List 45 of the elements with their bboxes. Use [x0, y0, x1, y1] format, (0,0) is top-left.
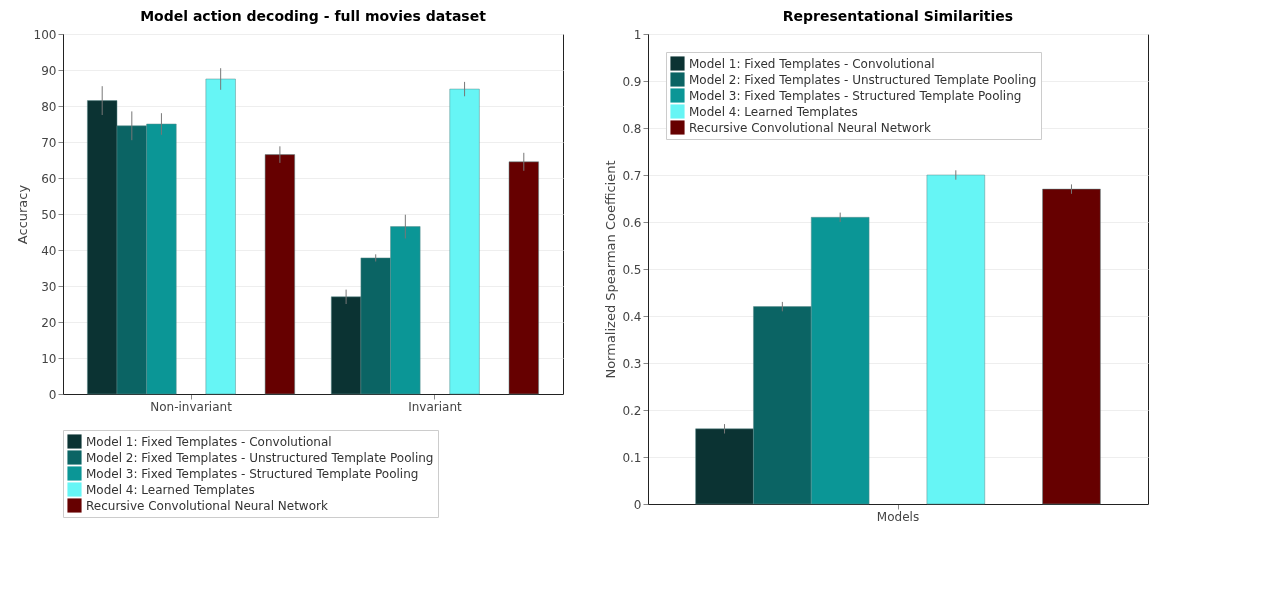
y-axis-title: Accuracy: [14, 184, 30, 245]
y-tick-label: 60: [41, 171, 57, 186]
y-tick-label: 40: [41, 243, 57, 258]
y-axis-title: Normalized Spearman Coefficient: [603, 160, 619, 379]
legend-label: Model 2: Fixed Templates - Unstructured Template Pooling: [689, 72, 1037, 87]
chart-title: Model action decoding - full movies dataset: [140, 8, 487, 24]
legend-label: Model 1: Fixed Templates - Convolutional: [86, 434, 332, 449]
chart-title: Representational Similarities: [782, 8, 1014, 24]
bar: [205, 78, 236, 395]
y-tick-label: 0: [48, 387, 57, 402]
y-tick-label: 1: [633, 27, 642, 42]
y-tick-label: 20: [41, 315, 57, 330]
bar: [508, 161, 539, 395]
y-tick-label: 50: [41, 207, 57, 222]
legend-label: Recursive Convolutional Neural Network: [86, 498, 328, 513]
bar: [264, 154, 295, 395]
y-tick-label: 0.8: [622, 121, 642, 136]
y-tick-label: 0.5: [622, 262, 642, 277]
bar: [926, 174, 985, 505]
legend-label: Model 2: Fixed Templates - Unstructured Template Pooling: [86, 450, 434, 465]
y-tick-label: 0.4: [622, 309, 642, 324]
y-tick-label: 80: [41, 99, 57, 114]
legend-label: Recursive Convolutional Neural Network: [689, 120, 931, 135]
y-tick-label: 0.1: [622, 450, 642, 465]
y-tick-label: 0.9: [622, 74, 642, 89]
y-tick-label: 0.2: [622, 403, 642, 418]
y-tick-label: 30: [41, 279, 57, 294]
y-tick-label: 0.6: [622, 215, 642, 230]
y-tick-label: 0.3: [622, 356, 642, 371]
y-tick-label: 70: [41, 135, 57, 150]
y-tick-label: 0: [633, 497, 642, 512]
bar: [1042, 188, 1101, 505]
bar: [449, 88, 480, 395]
legend-label: Model 4: Learned Templates: [86, 482, 255, 497]
y-tick-label: 10: [41, 351, 57, 366]
y-tick-label: 0.7: [622, 168, 642, 183]
legend-label: Model 4: Learned Templates: [689, 104, 858, 119]
x-tick-label: Non-invariant: [150, 399, 233, 414]
y-tick-label: 100: [33, 27, 57, 42]
y-tick-label: 90: [41, 63, 57, 78]
x-tick-label: Invariant: [408, 399, 463, 414]
legend-label: Model 3: Fixed Templates - Structured Template Pooling: [86, 466, 419, 481]
legend-label: Model 1: Fixed Templates - Convolutional: [689, 56, 935, 71]
x-tick-label: Models: [876, 509, 920, 524]
legend-label: Model 3: Fixed Templates - Structured Template Pooling: [689, 88, 1022, 103]
